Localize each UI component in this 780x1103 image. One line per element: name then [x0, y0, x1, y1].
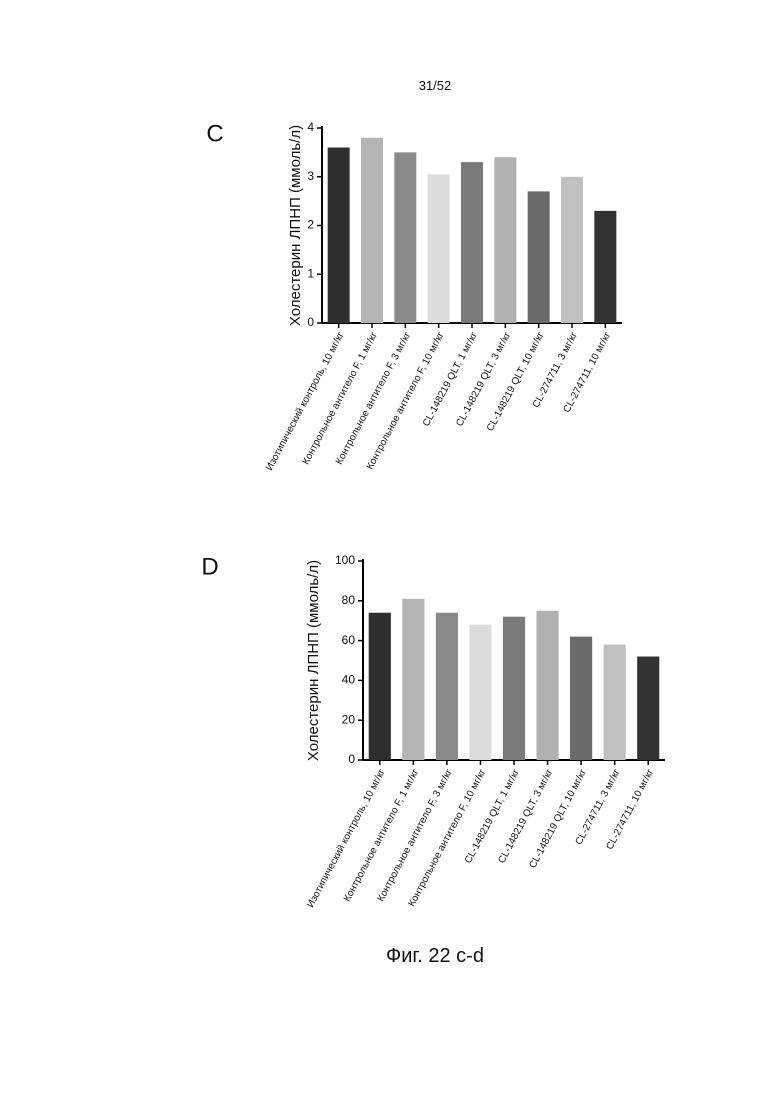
- y-tick-label: 40: [342, 673, 356, 687]
- bar: [369, 613, 391, 760]
- y-tick-label: 100: [335, 553, 355, 567]
- y-tick-label: 2: [307, 218, 314, 232]
- caption: Фиг. 22 с-d: [386, 945, 484, 967]
- bar: [461, 162, 483, 323]
- x-tick-label: CL-148219 QLT, 10 мг/кг: [485, 330, 547, 433]
- bar: [570, 637, 592, 760]
- y-tick-label: 0: [307, 315, 314, 329]
- bar: [428, 174, 450, 323]
- y-tick-label: 3: [307, 169, 314, 183]
- bar: [503, 617, 525, 760]
- bar: [394, 152, 416, 323]
- bar: [469, 625, 491, 760]
- y-tick-label: 60: [342, 633, 356, 647]
- y-axis-title: Холестерин ЛПНП (ммоль/л): [287, 125, 304, 326]
- bar: [561, 177, 583, 323]
- bar: [402, 599, 424, 760]
- y-tick-label: 20: [342, 712, 356, 726]
- y-tick-label: 1: [307, 266, 314, 280]
- page: 31/52 Фиг. 22 с-d C Холестерин ЛПНП (ммол…: [0, 0, 780, 1103]
- bar: [494, 157, 516, 323]
- y-axis-title: Холестерин ЛПНП (ммоль/л): [305, 560, 322, 761]
- bar: [604, 645, 626, 760]
- bar: [594, 211, 616, 323]
- bar: [528, 191, 550, 323]
- bar: [436, 613, 458, 760]
- page-number: 31/52: [419, 78, 452, 93]
- panel-label: C: [206, 120, 223, 147]
- bar: [361, 138, 383, 323]
- y-tick-label: 80: [342, 593, 356, 607]
- bar: [637, 657, 659, 760]
- bar: [536, 611, 558, 760]
- y-tick-label: 0: [348, 752, 355, 766]
- bar: [328, 148, 350, 324]
- panel-label: D: [201, 553, 218, 580]
- y-tick-label: 4: [307, 120, 314, 134]
